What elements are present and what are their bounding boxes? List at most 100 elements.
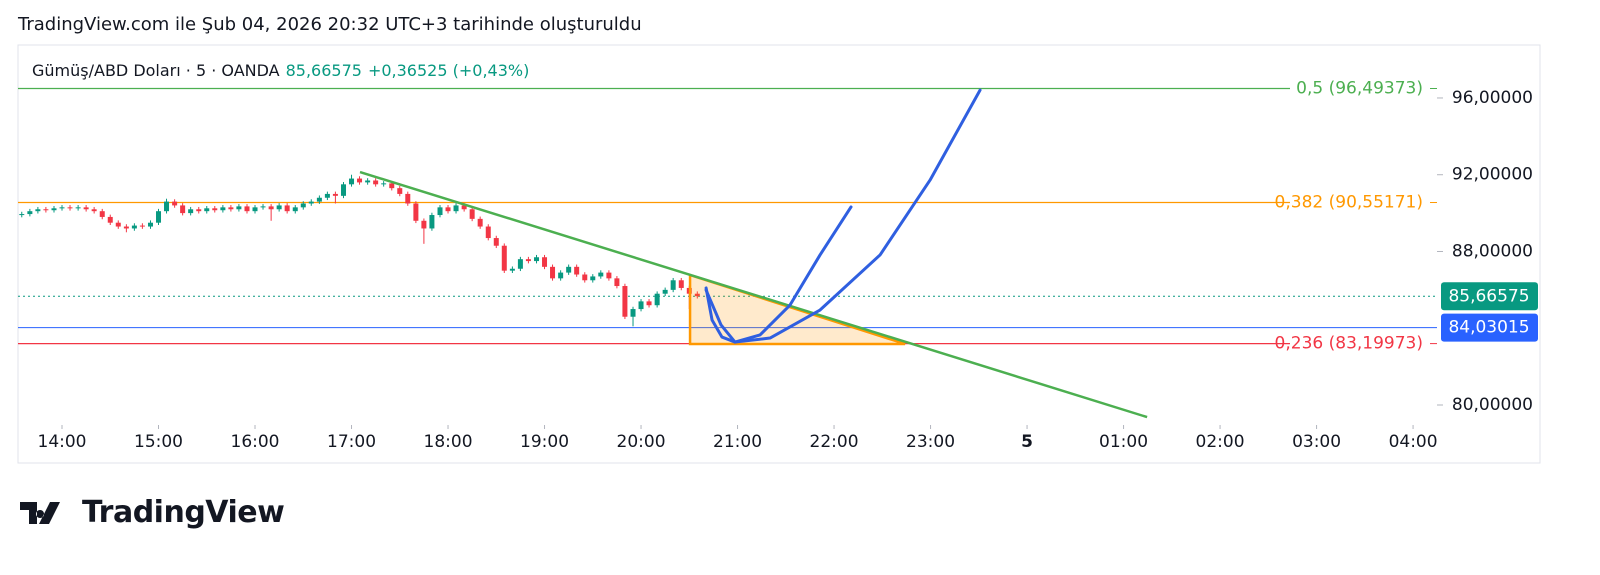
candle-body: [381, 183, 387, 185]
candle-body: [268, 206, 274, 210]
x-tick-label: 23:00: [906, 432, 955, 452]
fib-label: 0,382 (90,55171): [1275, 193, 1423, 213]
candle-body: [485, 226, 491, 239]
logo: TradingView: [20, 495, 285, 530]
candle-body: [566, 266, 572, 273]
candle-body: [131, 225, 137, 229]
curve: [704, 205, 853, 344]
candle-body: [509, 268, 515, 271]
y-tick-label: 96,00000: [1452, 88, 1533, 108]
candle-body: [332, 193, 338, 196]
candle-body: [83, 207, 89, 210]
candle-body: [316, 197, 322, 202]
symbol-bar: Gümüş/ABD Doları · 5 · OANDA 85,66575 +0,3…: [32, 61, 529, 80]
candle-body: [574, 266, 580, 275]
fib-label: 0,236 (83,19973): [1275, 334, 1423, 354]
price: 85,66575: [285, 61, 362, 80]
candle-body: [477, 218, 483, 227]
candle-body: [276, 205, 282, 210]
candle-body: [638, 301, 644, 310]
candle-body: [115, 222, 121, 227]
candle-body: [598, 272, 604, 277]
candle-body: [180, 205, 186, 214]
candle-body: [19, 214, 25, 216]
candle-body: [349, 178, 355, 185]
candle-body: [156, 211, 162, 223]
candle-body: [517, 259, 523, 269]
symbol: Gümüş/ABD Doları · 5 · OANDA: [32, 61, 280, 80]
candle-body: [228, 207, 234, 210]
x-tick-label: 21:00: [713, 432, 762, 452]
candle-body: [525, 259, 531, 262]
price-box-label: 84,03015: [1448, 318, 1529, 338]
candle-body: [292, 207, 298, 212]
candle-body: [678, 280, 684, 288]
candle-body: [389, 183, 395, 189]
candle-body: [260, 206, 266, 208]
change: +0,36525 (+0,43%): [367, 61, 530, 80]
x-tick-label: 16:00: [231, 432, 280, 452]
candle-body: [413, 203, 419, 221]
x-tick-label: 04:00: [1389, 432, 1438, 452]
candle-body: [252, 207, 258, 212]
x-tick-label: 20:00: [617, 432, 666, 452]
candle-body: [646, 301, 652, 306]
candle-body: [493, 238, 499, 246]
candle-body: [204, 208, 210, 212]
candle-body: [373, 180, 379, 185]
candle-body: [107, 216, 113, 223]
candle-body: [437, 207, 443, 216]
candle-body: [501, 245, 507, 271]
candle-body: [469, 209, 475, 219]
fib-label: 0,5 (96,49373): [1296, 78, 1423, 98]
x-tick-label: 17:00: [327, 432, 376, 452]
y-tick-label: 88,00000: [1452, 241, 1533, 261]
curve: [704, 88, 982, 344]
candle-body: [123, 226, 129, 229]
candle-body: [445, 207, 451, 212]
candle-body: [550, 266, 556, 279]
x-tick-label: 22:00: [810, 432, 859, 452]
candle-body: [694, 293, 700, 297]
candle-body: [139, 225, 145, 227]
price-box: [1441, 282, 1538, 311]
x-tick-label: 5: [1021, 432, 1033, 452]
candle-body: [534, 257, 540, 262]
candle-body: [196, 209, 202, 212]
x-tick-label: 02:00: [1196, 432, 1245, 452]
candle-body: [188, 209, 194, 214]
x-tick-label: 14:00: [38, 432, 87, 452]
candle-body: [148, 222, 154, 227]
candle-body: [341, 184, 347, 196]
candle-body: [421, 220, 427, 229]
candle-body: [300, 203, 306, 208]
logo-text: TradingView: [82, 495, 285, 530]
candle-body: [59, 207, 65, 209]
x-tick-label: 01:00: [1099, 432, 1148, 452]
candle-body: [51, 208, 57, 211]
candle-body: [99, 211, 105, 217]
candle-body: [405, 193, 411, 204]
candle-body: [35, 209, 41, 212]
chart-frame: [17, 44, 1541, 464]
candle-body: [67, 207, 73, 209]
candle-body: [606, 272, 612, 279]
candle-body: [397, 188, 403, 194]
candle-body: [558, 272, 564, 279]
candle-body: [164, 201, 170, 212]
candle-body: [461, 205, 467, 210]
header-title: TradingView.com ile Şub 04, 2026 20:32 U…: [18, 14, 642, 35]
candle-body: [43, 209, 49, 211]
candle-body: [582, 274, 588, 281]
y-tick-label: 80,00000: [1452, 395, 1533, 415]
price-box-label: 85,66575: [1448, 286, 1529, 306]
candle-body: [236, 206, 242, 210]
candle-body: [365, 180, 371, 183]
x-tick-label: 15:00: [134, 432, 183, 452]
candle-body: [662, 289, 668, 294]
x-tick-label: 19:00: [520, 432, 569, 452]
y-tick-label: 92,00000: [1452, 165, 1533, 185]
candle-body: [670, 280, 676, 290]
candle-body: [284, 205, 290, 212]
